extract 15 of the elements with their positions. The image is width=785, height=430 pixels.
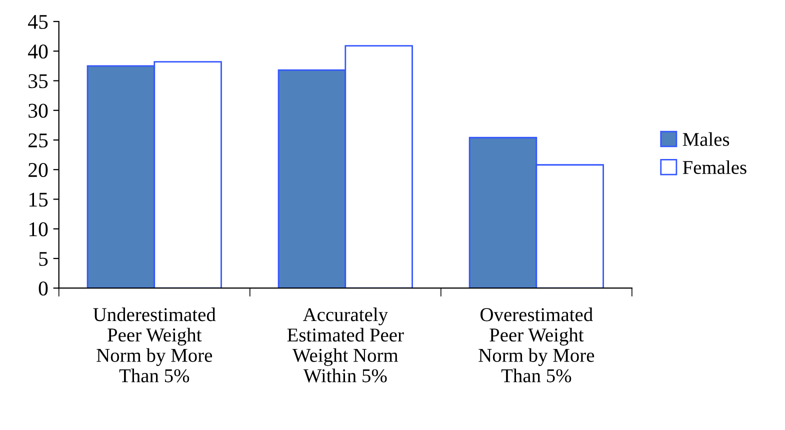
y-tick-label: 20 [28, 162, 48, 178]
y-tick-label: 40 [28, 44, 48, 59]
legend-label: Males [682, 132, 730, 146]
x-tick-label: Accurately Estimated Peer Weight Norm Within 5% [287, 308, 404, 382]
legend-label: Females [682, 160, 746, 174]
y-tick-label: 25 [28, 133, 48, 148]
y-tick-label: 30 [28, 104, 48, 118]
y-tick-label: 45 [28, 15, 48, 29]
y-tick-label: 35 [28, 74, 48, 88]
x-tick-label: Overestimated Peer Weight Norm by More Than 5% [478, 308, 594, 382]
x-tick-label: Underestimated Peer Weight Norm by More Than 5% [93, 308, 216, 382]
y-tick-label: 10 [29, 222, 48, 236]
y-tick-label: 15 [29, 192, 48, 207]
y-tick-label: 0 [38, 281, 48, 296]
y-tick-label: 5 [39, 252, 48, 266]
